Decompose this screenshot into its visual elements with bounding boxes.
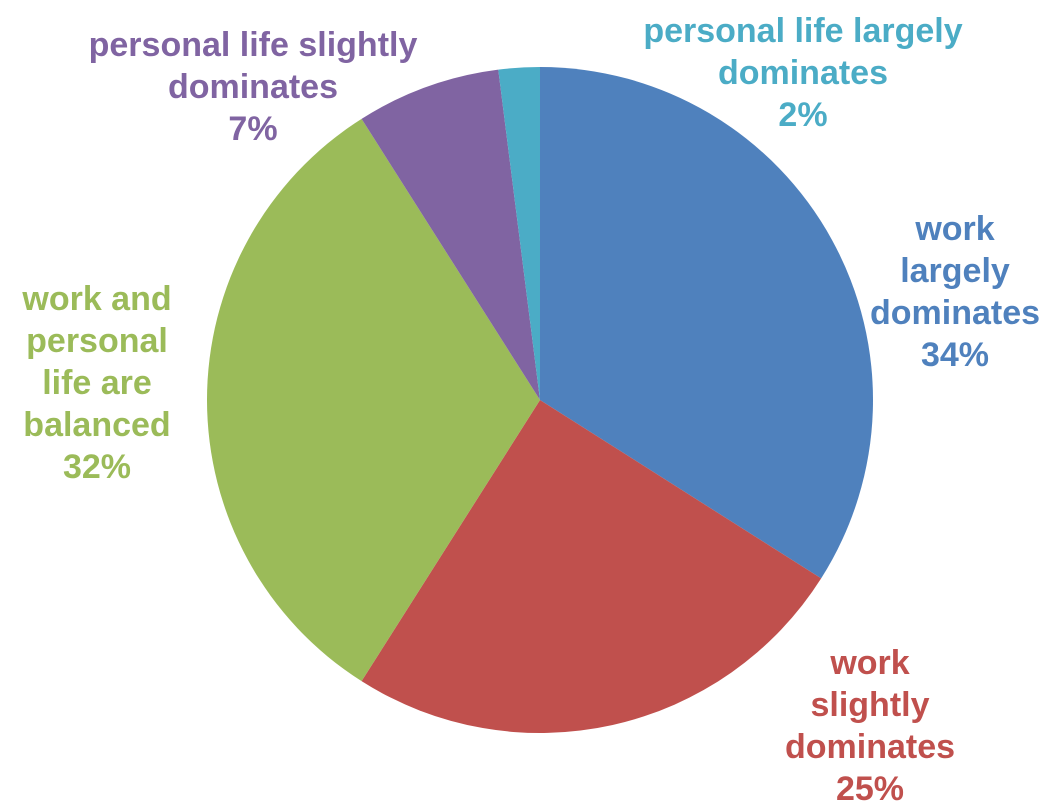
- value-label: 25%: [835, 770, 905, 803]
- slice-label: personal life largely dominates 2%: [633, 10, 973, 136]
- pie-slice: [498, 67, 540, 400]
- pie-slice: [361, 400, 822, 733]
- value-label: 7%: [228, 110, 278, 148]
- slice-label: work slightly dominates 25%: [785, 642, 955, 803]
- slice-label: personal life slightly dominates 7%: [81, 24, 426, 150]
- value-label: 32%: [62, 448, 132, 486]
- category-label: work and personal life are balanced: [22, 280, 172, 444]
- pie-slice: [361, 69, 540, 401]
- category-label: work slightly dominates: [784, 644, 956, 766]
- category-label: work largely dominates: [869, 210, 1041, 332]
- slice-label: work largely dominates 34%: [870, 208, 1040, 376]
- slice-label: work and personal life are balanced 32%: [20, 278, 175, 488]
- category-label: personal life largely dominates: [643, 12, 963, 92]
- value-label: 34%: [920, 336, 990, 374]
- pie-slice: [206, 118, 540, 682]
- category-label: personal life slightly dominates: [88, 26, 418, 106]
- value-label: 2%: [778, 96, 828, 134]
- pie-slice: [540, 67, 873, 579]
